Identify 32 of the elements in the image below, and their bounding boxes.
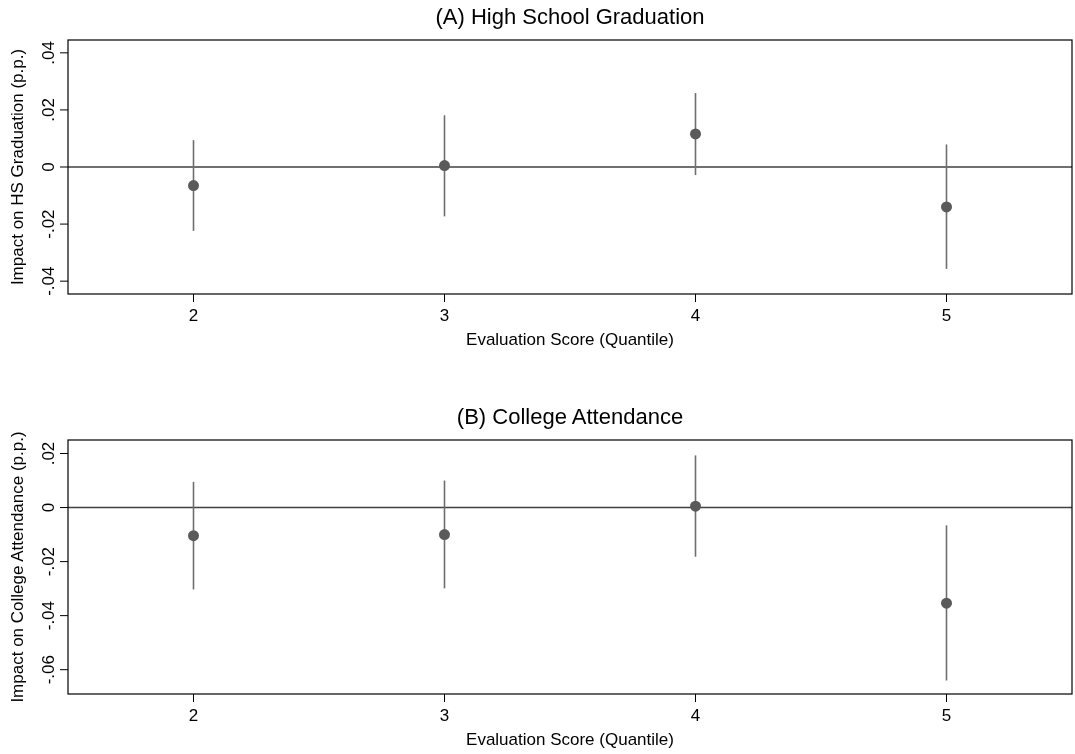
y-tick-label: .02 <box>39 441 58 466</box>
point <box>690 128 701 140</box>
y-tick-label: -.02 <box>39 546 58 577</box>
x-tick-label: 5 <box>941 706 952 725</box>
point <box>439 529 450 541</box>
y-tick-label: 0 <box>39 502 58 513</box>
y-axis-title: Impact on HS Graduation (p.p.) <box>8 48 27 286</box>
y-tick-label: -.04 <box>39 266 58 296</box>
x-tick-label: 4 <box>690 306 701 325</box>
point <box>188 530 199 542</box>
x-tick-label: 3 <box>439 306 450 325</box>
y-tick-label: .04 <box>39 41 58 65</box>
y-tick-label: -.02 <box>39 209 58 239</box>
x-tick-label: 5 <box>941 306 952 325</box>
y-tick-label: .02 <box>39 98 58 122</box>
chart-title: (B) College Attendance <box>456 404 684 429</box>
x-axis-title: Evaluation Score (Quantile) <box>466 730 674 749</box>
y-axis-title: Impact on College Attendance (p.p.) <box>8 431 27 703</box>
y-tick-label: -.06 <box>39 655 58 685</box>
x-tick-label: 2 <box>188 706 199 725</box>
y-tick-label: 0 <box>39 162 58 172</box>
x-axis-title: Evaluation Score (Quantile) <box>466 330 674 349</box>
point <box>941 597 952 609</box>
x-tick-label: 4 <box>690 706 701 725</box>
point <box>188 180 199 192</box>
point <box>439 160 450 172</box>
point <box>690 500 701 512</box>
x-tick-label: 3 <box>439 706 450 725</box>
point <box>941 201 952 213</box>
chart-title: (A) High School Graduation <box>435 4 705 29</box>
x-tick-label: 2 <box>188 306 199 325</box>
y-tick-label: -.04 <box>39 600 58 631</box>
